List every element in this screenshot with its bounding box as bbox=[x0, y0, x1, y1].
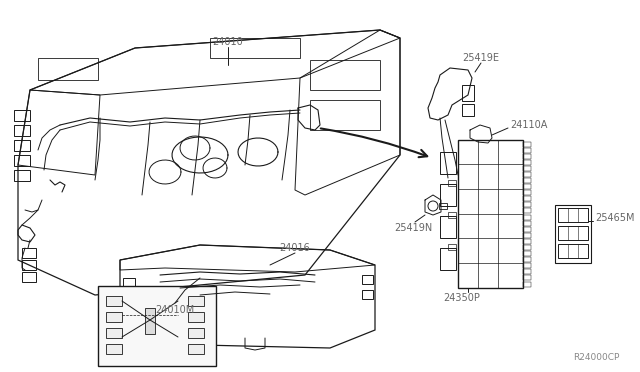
Bar bbox=[106, 296, 122, 306]
Bar bbox=[188, 344, 204, 354]
Bar bbox=[558, 244, 588, 258]
Bar bbox=[14, 155, 30, 166]
Bar bbox=[106, 312, 122, 322]
Bar bbox=[523, 154, 531, 159]
Bar bbox=[523, 160, 531, 165]
Bar bbox=[523, 269, 531, 274]
Bar bbox=[14, 110, 30, 121]
Bar bbox=[188, 296, 204, 306]
Bar bbox=[523, 263, 531, 268]
Bar bbox=[523, 141, 531, 147]
Bar bbox=[98, 286, 216, 366]
Bar bbox=[523, 196, 531, 201]
Bar bbox=[458, 140, 523, 288]
Bar bbox=[14, 140, 30, 151]
Bar bbox=[462, 85, 474, 101]
Bar bbox=[14, 170, 30, 181]
Bar bbox=[523, 221, 531, 226]
Bar bbox=[523, 166, 531, 171]
Bar bbox=[188, 312, 204, 322]
Bar bbox=[123, 292, 135, 301]
Text: 25465M: 25465M bbox=[595, 213, 634, 223]
Bar bbox=[523, 215, 531, 219]
Bar bbox=[362, 275, 373, 284]
Bar bbox=[22, 248, 36, 258]
Bar bbox=[188, 328, 204, 338]
Bar bbox=[22, 260, 36, 270]
Bar bbox=[439, 203, 447, 209]
Text: 24016: 24016 bbox=[280, 243, 310, 253]
Bar bbox=[448, 244, 456, 250]
Bar bbox=[448, 180, 456, 186]
Bar bbox=[523, 208, 531, 214]
Bar bbox=[310, 60, 380, 90]
Bar bbox=[523, 148, 531, 153]
Bar bbox=[145, 308, 155, 334]
Bar bbox=[558, 226, 588, 240]
Bar bbox=[523, 184, 531, 189]
Bar bbox=[523, 239, 531, 244]
Text: 25419N: 25419N bbox=[394, 223, 432, 233]
Bar bbox=[523, 172, 531, 177]
Bar bbox=[523, 233, 531, 238]
Bar bbox=[440, 248, 456, 270]
Text: 24010: 24010 bbox=[212, 37, 243, 47]
Bar bbox=[440, 216, 456, 238]
Text: 24110A: 24110A bbox=[510, 120, 547, 130]
Bar bbox=[106, 328, 122, 338]
Bar bbox=[123, 278, 135, 287]
Bar bbox=[106, 344, 122, 354]
Text: 25419E: 25419E bbox=[463, 53, 499, 63]
Bar bbox=[523, 227, 531, 232]
Bar bbox=[523, 282, 531, 286]
Text: 24010M: 24010M bbox=[156, 305, 195, 315]
Bar bbox=[440, 184, 456, 206]
Bar bbox=[448, 212, 456, 218]
Bar bbox=[123, 306, 135, 315]
Bar bbox=[462, 104, 474, 116]
Bar bbox=[210, 38, 300, 58]
Bar bbox=[310, 100, 380, 130]
Bar bbox=[362, 290, 373, 299]
Text: 24350P: 24350P bbox=[444, 293, 481, 303]
Bar bbox=[38, 58, 98, 80]
Bar bbox=[523, 245, 531, 250]
Text: R24000CP: R24000CP bbox=[573, 353, 620, 362]
Bar bbox=[523, 202, 531, 207]
Bar bbox=[440, 152, 456, 174]
Bar bbox=[558, 208, 588, 222]
Bar bbox=[22, 272, 36, 282]
Bar bbox=[523, 275, 531, 280]
Bar bbox=[523, 190, 531, 195]
Bar bbox=[555, 205, 591, 263]
Bar bbox=[523, 257, 531, 262]
Bar bbox=[523, 251, 531, 256]
Bar bbox=[14, 125, 30, 136]
Bar bbox=[523, 178, 531, 183]
